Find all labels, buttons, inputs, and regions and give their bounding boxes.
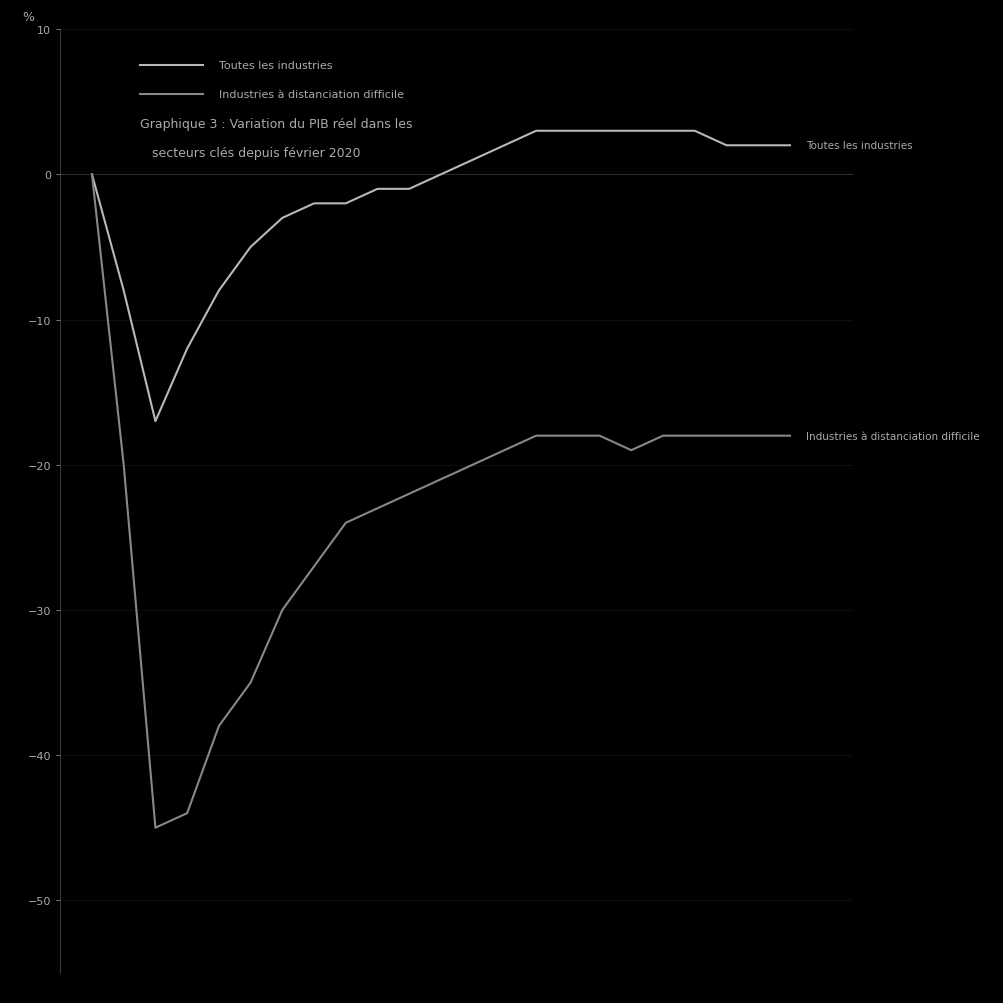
Text: Industries à distanciation difficile: Industries à distanciation difficile [219, 90, 403, 100]
Y-axis label: %: % [22, 11, 34, 24]
Text: Toutes les industries: Toutes les industries [805, 141, 912, 151]
Text: Industries à distanciation difficile: Industries à distanciation difficile [805, 431, 979, 441]
Text: Toutes les industries: Toutes les industries [219, 61, 332, 71]
Text: secteurs clés depuis février 2020: secteurs clés depuis février 2020 [139, 146, 360, 159]
Text: Graphique 3 : Variation du PIB réel dans les: Graphique 3 : Variation du PIB réel dans… [139, 118, 411, 130]
